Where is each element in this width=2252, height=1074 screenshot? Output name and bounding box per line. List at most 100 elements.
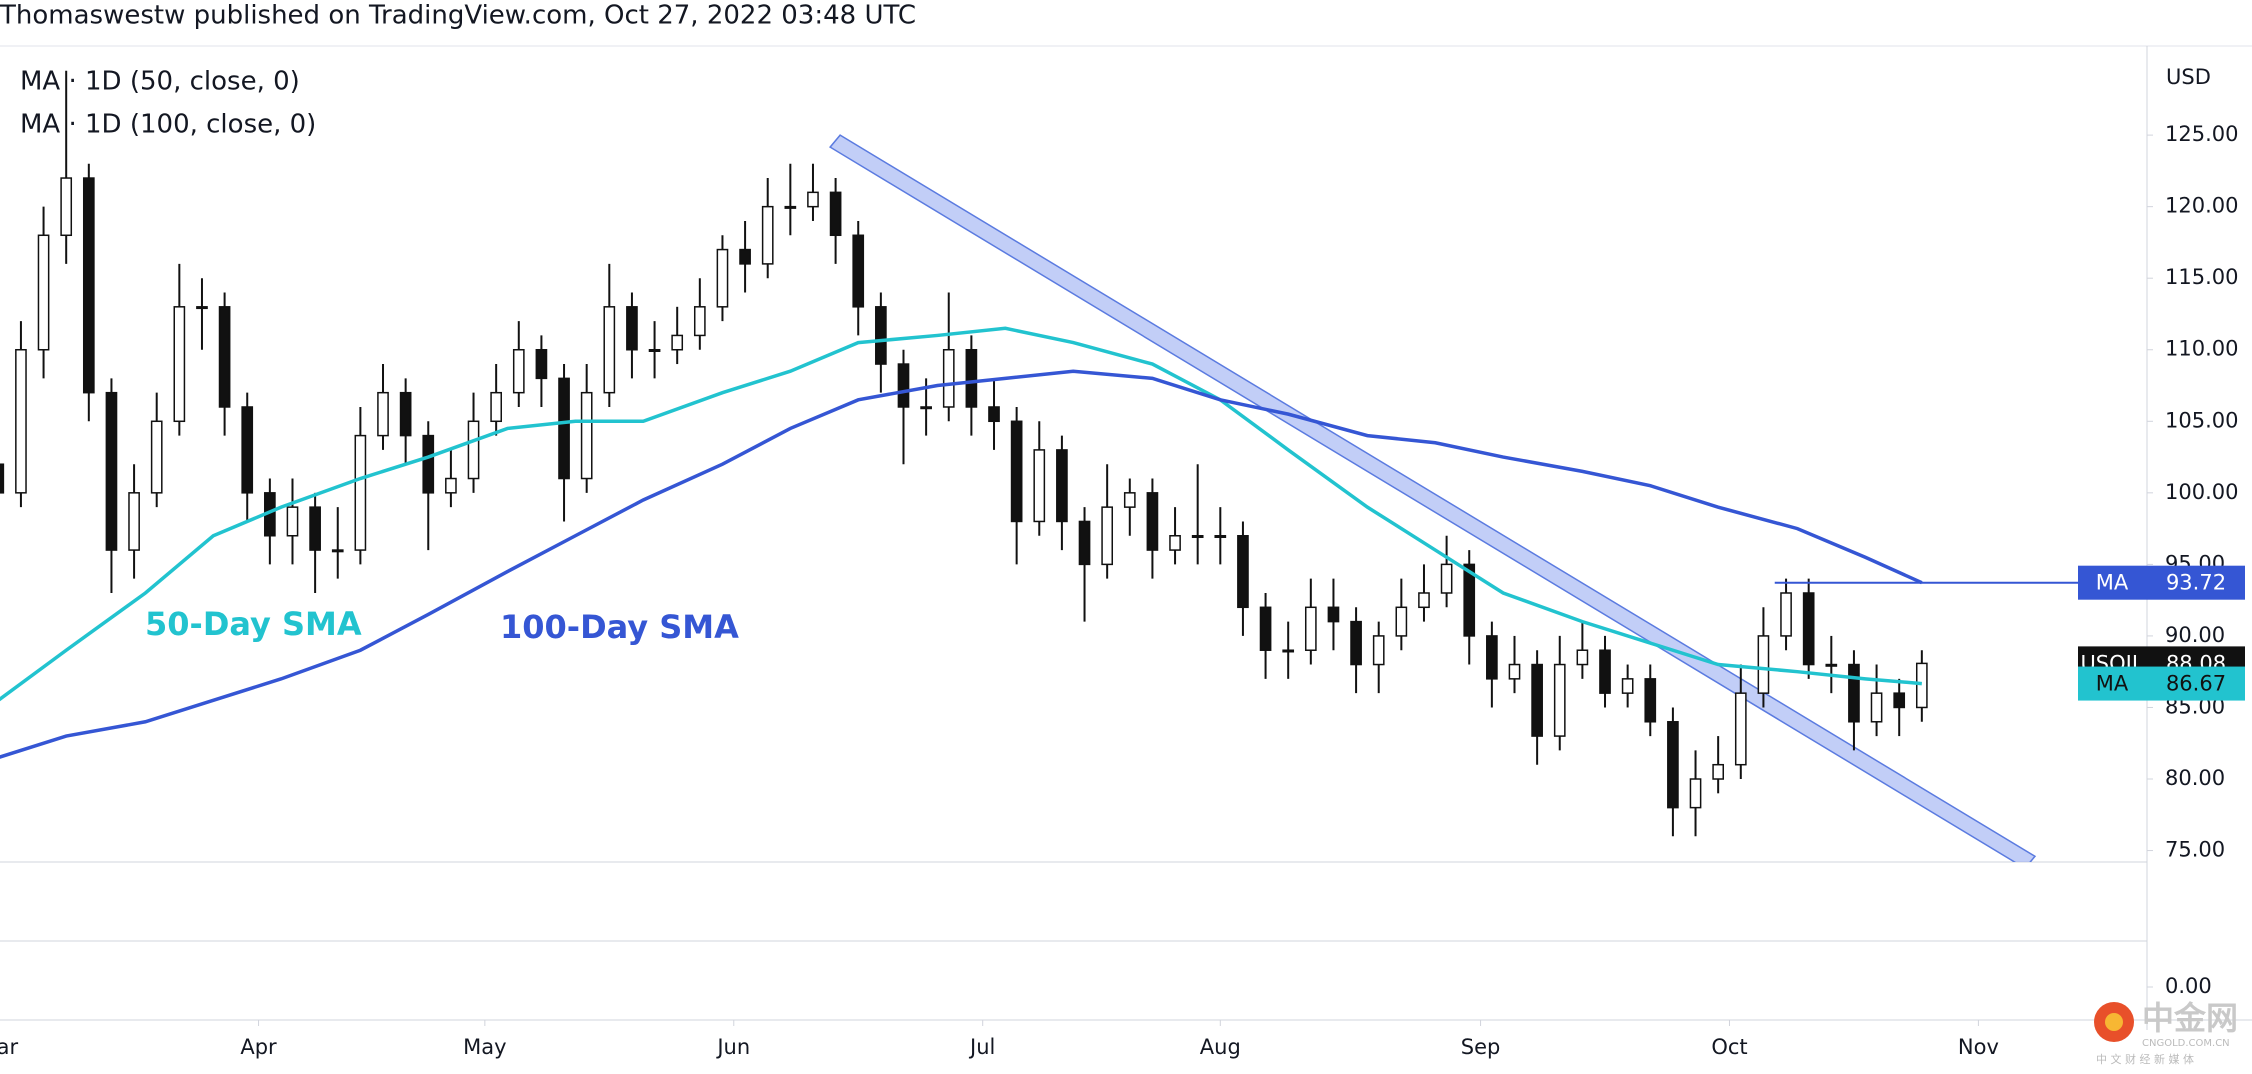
candle-body: [1553, 663, 1566, 737]
y-tick-label: 115.00: [2165, 265, 2238, 289]
candle-body: [1078, 520, 1091, 566]
candle-body: [377, 391, 389, 437]
moving-average-line: [0, 326, 1922, 702]
candle-body: [988, 406, 1000, 423]
candle-body: [1463, 563, 1476, 637]
candle-body: [467, 420, 480, 480]
candle-body: [580, 391, 593, 480]
candle-body: [1101, 506, 1114, 566]
candle-body: [558, 377, 570, 480]
candle-body: [1146, 492, 1159, 551]
candle-body: [1056, 449, 1068, 523]
x-tick-label: Sep: [1461, 1035, 1501, 1059]
candle-body: [1259, 606, 1272, 651]
candle-body: [82, 177, 95, 394]
x-tick-label: Apr: [240, 1035, 277, 1059]
candle-body: [965, 348, 978, 408]
candle-body: [1870, 692, 1883, 723]
candle-body: [1848, 663, 1860, 723]
candle-body: [920, 406, 932, 410]
candle-body: [1825, 663, 1838, 667]
x-tick-label: May: [463, 1035, 506, 1059]
watermark: 中金网 CNGOLD.COM.CN 中 文 财 经 新 媒 体: [2094, 999, 2238, 1066]
y-tick-label: 80.00: [2165, 766, 2225, 790]
candle-body: [1802, 592, 1815, 666]
candle-body: [1621, 678, 1634, 694]
price-tag-name: MA: [2096, 571, 2129, 595]
x-tick-label: Jul: [968, 1035, 995, 1059]
y-tick-label: 0.00: [2165, 974, 2212, 998]
watermark-site: CNGOLD.COM.CN: [2142, 1038, 2230, 1049]
candle-body: [128, 492, 140, 551]
candle-body: [1915, 662, 1928, 709]
price-tag-value-box: [2147, 565, 2245, 600]
candle-body: [784, 205, 797, 209]
candle-body: [1372, 635, 1385, 666]
candle-body: [1780, 592, 1792, 637]
candle-body: [354, 434, 367, 551]
watermark-tagline: 中 文 财 经 新 媒 体: [2096, 1052, 2194, 1066]
candle-body: [1350, 620, 1362, 666]
candle-body: [60, 177, 73, 237]
candle-body: [1893, 692, 1906, 709]
x-tick-label: Mar: [0, 1035, 18, 1059]
candle-body: [196, 306, 208, 310]
candle-body: [897, 363, 910, 408]
watermark-brand: 中金网: [2142, 999, 2238, 1037]
candle-body: [1599, 649, 1611, 694]
candle-body: [761, 205, 774, 265]
y-tick-label: 75.00: [2165, 838, 2225, 862]
y-axis-label: USD: [2166, 65, 2211, 89]
candle-body: [422, 434, 435, 494]
candle-body: [1395, 606, 1408, 637]
y-tick-label: 90.00: [2165, 623, 2225, 647]
candle-body: [603, 306, 616, 394]
candle-body: [1689, 778, 1702, 809]
candle-body: [1418, 592, 1430, 609]
candle-body: [648, 348, 661, 352]
candle-body: [512, 348, 525, 394]
candle-body: [1644, 678, 1657, 723]
candle-body: [739, 248, 751, 265]
candle-body: [1214, 535, 1227, 539]
candle-body: [716, 248, 729, 308]
candle-body: [829, 191, 842, 237]
candle-body: [309, 506, 321, 551]
annotation: 50-Day SMA: [145, 605, 362, 643]
legend-item: MA · 1D (100, close, 0): [20, 110, 316, 140]
candle-body: [0, 463, 5, 494]
candle-body: [1237, 535, 1249, 609]
moving-average-line: [0, 369, 1923, 759]
candle-body: [490, 391, 502, 423]
x-tick-label: Oct: [1711, 1035, 1747, 1059]
annotation: 100-Day SMA: [500, 608, 739, 646]
candle-body: [671, 334, 684, 351]
candle-body: [1712, 763, 1725, 780]
candle-body: [1123, 492, 1136, 508]
y-tick-label: 105.00: [2165, 408, 2238, 432]
candle-body: [1757, 635, 1770, 694]
y-tick-label: 100.00: [2165, 480, 2238, 504]
candle-body: [1010, 420, 1023, 523]
candle-body: [1033, 449, 1046, 523]
candle-body: [218, 306, 231, 408]
candle-body: [1304, 606, 1317, 651]
trend-channel: [828, 134, 2037, 862]
candle-body: [445, 477, 457, 494]
candle-body: [1282, 649, 1295, 653]
candle-body: [693, 306, 706, 337]
header: Thomaswestw published on TradingView.com…: [0, 1, 916, 31]
candle-body: [1191, 535, 1204, 539]
x-tick-label: Nov: [1958, 1035, 1999, 1059]
candle-body: [1734, 692, 1747, 766]
candle-body: [535, 348, 548, 380]
price-tag-name-box: [2078, 666, 2147, 701]
candle-body: [1169, 535, 1181, 551]
candle-body: [1576, 649, 1589, 666]
watermark-logo: [2105, 1013, 2123, 1031]
price-tag-name-box: [2078, 565, 2147, 600]
candle-body: [1486, 635, 1498, 680]
